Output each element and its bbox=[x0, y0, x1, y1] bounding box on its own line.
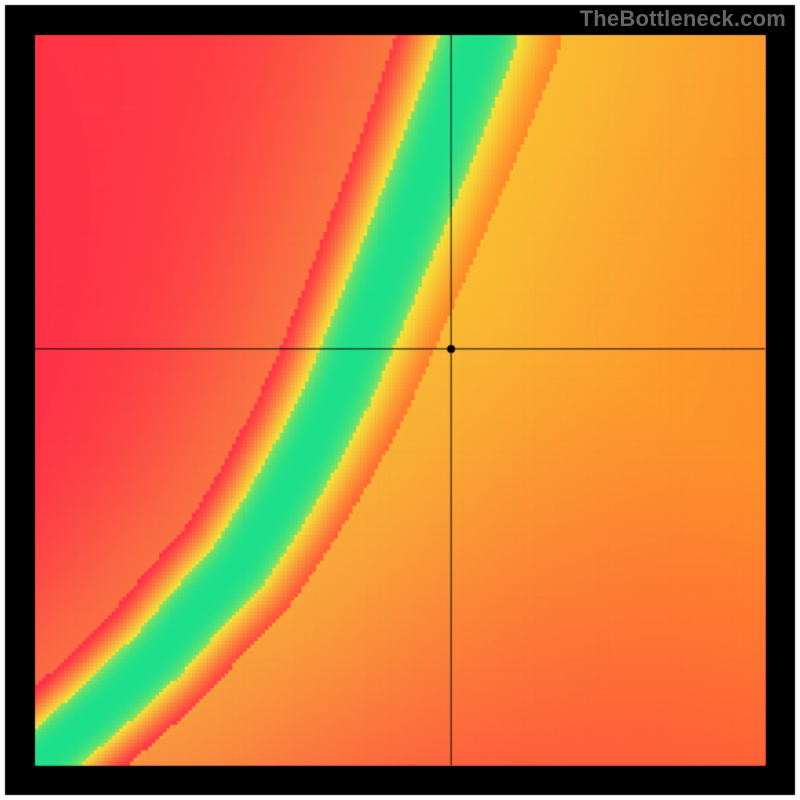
chart-container: TheBottleneck.com bbox=[0, 0, 800, 800]
bottleneck-heatmap bbox=[0, 0, 800, 800]
watermark-text: TheBottleneck.com bbox=[580, 6, 786, 32]
